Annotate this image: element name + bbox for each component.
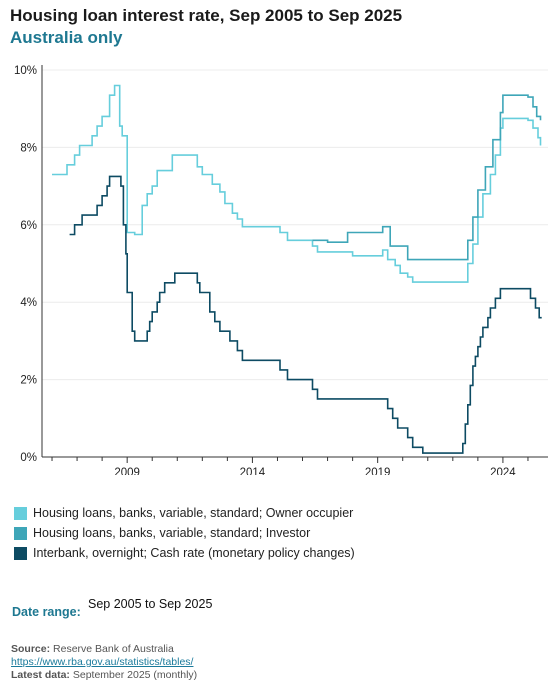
series-owner-occupier	[52, 84, 542, 283]
x-tick-label: 2024	[490, 467, 516, 475]
legend-item-cash-rate: Interbank, overnight; Cash rate (monetar…	[14, 543, 355, 563]
source-value: Reserve Bank of Australia	[53, 643, 174, 655]
source-label: Source:	[11, 643, 51, 655]
x-tick-label: 2014	[240, 467, 266, 475]
y-tick-label: 4%	[20, 297, 37, 309]
legend-swatch-investor	[14, 526, 27, 540]
line-chart: 0% 2% 4% 6% 8% 10% 2009 2014 2019 2024	[14, 65, 548, 475]
footer: Source: Reserve Bank of Australia https:…	[11, 643, 197, 682]
source-line: Source: Reserve Bank of Australia	[11, 643, 197, 656]
legend-label-investor: Housing loans, banks, variable, standard…	[33, 526, 311, 540]
legend-item-owner-occupier: Housing loans, banks, variable, standard…	[14, 503, 355, 523]
chart-subtitle: Australia only	[10, 28, 123, 47]
latest-label: Latest data:	[11, 669, 70, 681]
y-tick-label: 8%	[20, 142, 37, 154]
legend-swatch-owner-occupier	[14, 506, 27, 520]
y-tick-label: 2%	[20, 375, 37, 387]
legend-swatch-cash-rate	[14, 546, 27, 560]
x-tick-label: 2019	[365, 467, 391, 475]
y-tick-label: 6%	[20, 220, 37, 232]
legend-label-cash-rate: Interbank, overnight; Cash rate (monetar…	[33, 546, 355, 560]
series-cash-rate	[69, 175, 542, 454]
legend: Housing loans, banks, variable, standard…	[14, 503, 355, 563]
date-range-value: Sep 2005 to Sep 2025	[88, 597, 213, 611]
y-tick-label: 0%	[20, 452, 37, 464]
latest-line: Latest data: September 2025 (monthly)	[11, 669, 197, 682]
latest-value: September 2025 (monthly)	[72, 669, 198, 681]
y-tick-label: 10%	[14, 65, 37, 77]
date-range-label: Date range:	[12, 605, 81, 619]
series-investor	[312, 94, 542, 261]
legend-label-owner-occupier: Housing loans, banks, variable, standard…	[33, 506, 354, 520]
legend-item-investor: Housing loans, banks, variable, standard…	[14, 523, 355, 543]
chart-title: Housing loan interest rate, Sep 2005 to …	[10, 6, 403, 25]
source-link[interactable]: https://www.rba.gov.au/statistics/tables…	[11, 656, 194, 668]
x-tick-label: 2009	[114, 467, 140, 475]
